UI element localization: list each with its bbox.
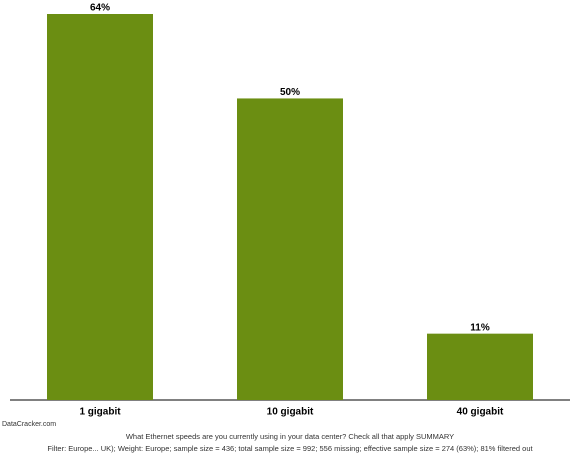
bar: [237, 98, 343, 400]
x-tick-label: 1 gigabit: [79, 407, 121, 418]
question: What Ethernet speeds are you currently u…: [126, 432, 454, 441]
bar: [427, 333, 533, 400]
source: DataCracker.com: [2, 421, 56, 428]
value-label: 64%: [90, 3, 110, 14]
filter: Filter: Europe... UK); Weight: Europe; s…: [47, 444, 533, 453]
value-label: 50%: [280, 87, 300, 98]
x-tick-label: 10 gigabit: [267, 407, 314, 418]
x-tick-label: 40 gigabit: [457, 407, 504, 418]
value-label: 11%: [470, 322, 490, 333]
bar: [47, 14, 153, 400]
